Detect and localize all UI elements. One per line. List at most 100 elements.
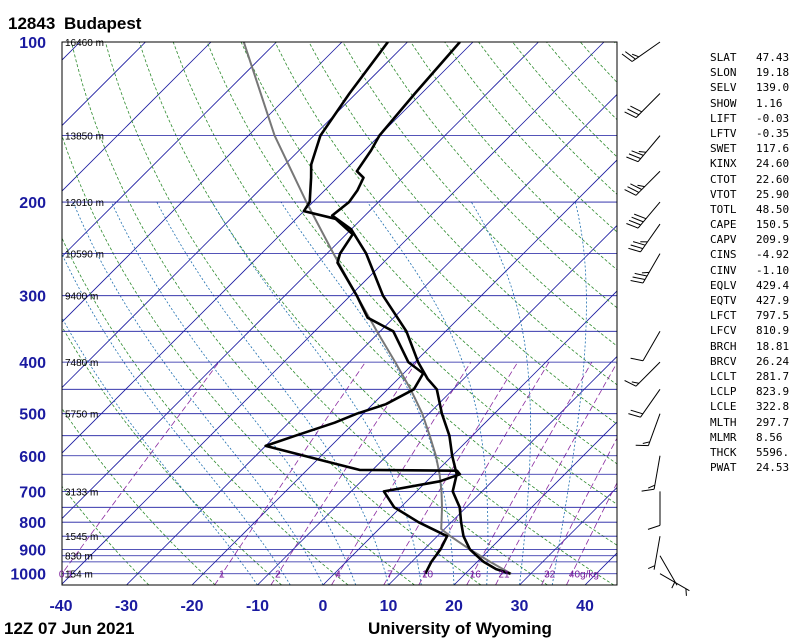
index-row: SELV 139.0 [710, 80, 789, 95]
isotherm-line [62, 42, 212, 192]
isotherm-line [322, 290, 617, 585]
index-key: BRCV [710, 354, 737, 368]
index-key: TOTL [710, 202, 737, 216]
index-value: 18.81 [756, 339, 790, 353]
height-label: 9400 m [65, 292, 98, 303]
index-row: VTOT 25.90 [710, 187, 789, 202]
index-key: THCK [710, 445, 737, 459]
wind-barb [647, 491, 661, 530]
mixing-ratio-label: 10 [422, 570, 434, 581]
wind-barb-staff [635, 170, 661, 196]
index-value: -0.35 [756, 126, 790, 140]
index-key: CTOT [710, 172, 737, 186]
wind-barb-feather [637, 184, 645, 188]
wind-barb-feather [630, 357, 644, 362]
mixing-ratio-label: 0.1 [59, 570, 73, 581]
index-key: MLMR [710, 430, 737, 444]
dry-adiabat-line [410, 42, 617, 271]
wind-barb-staff [637, 201, 661, 229]
temperature-tick-label: 10 [380, 598, 398, 615]
wind-barb-feather [626, 156, 639, 163]
mixing-ratio-label: 32 [544, 570, 556, 581]
index-key: CAPV [710, 233, 737, 247]
mixing-ratio-line [331, 361, 472, 585]
index-row: TOTL 48.50 [710, 202, 789, 217]
wind-barb-staff [635, 361, 661, 387]
dry-adiabat-line [62, 134, 415, 585]
stability-indices: SLAT 47.43 SLON 19.18 SELV 139.0 SHOW 1.16 LIFT -… [710, 50, 789, 475]
index-value: 209.9 [756, 233, 790, 247]
wind-barb [659, 573, 690, 596]
mixing-ratio-label: 2 [275, 570, 281, 581]
mixing-ratio-line [383, 361, 519, 585]
index-row: MLMR 8.56 [710, 430, 789, 445]
isotherm-line [62, 42, 343, 323]
wind-barb [647, 536, 661, 570]
temperature-tick-label: 40 [576, 598, 594, 615]
index-key: LFCV [710, 324, 737, 338]
index-key: SLAT [710, 51, 737, 64]
index-row: BRCV 26.24 [710, 354, 789, 369]
index-value: 797.5 [756, 309, 790, 323]
wind-barb-staff [653, 536, 661, 570]
mixing-ratio-label: 1 [219, 570, 225, 581]
index-value: -0.03 [756, 111, 790, 125]
mixing-ratio-line [541, 437, 617, 585]
plot-area [61, 41, 618, 586]
wind-barbs [621, 41, 690, 596]
wind-barb [628, 389, 661, 418]
index-row: LIFT -0.03 [710, 111, 789, 126]
isotherm-line [62, 42, 408, 389]
index-value: -4.92 [756, 248, 790, 262]
height-label: 830 m [65, 552, 93, 563]
index-value: -1.10 [756, 263, 790, 277]
index-row: PWAT 24.53 [710, 460, 789, 475]
index-key: SWET [710, 142, 737, 156]
pressure-tick-label: 400 [19, 355, 46, 372]
wind-barb-feather [685, 588, 687, 596]
index-value: 19.18 [756, 66, 790, 80]
index-row: EQTV 427.9 [710, 293, 789, 308]
moist-adiabat-line [72, 201, 324, 585]
index-row: MLTH 297.7 [710, 415, 789, 430]
index-row: SLON 19.18 [710, 65, 789, 80]
dry-adiabat-line [376, 42, 617, 309]
wind-barb-feather [630, 280, 644, 284]
pressure-tick-label: 200 [19, 195, 46, 212]
mixing-ratio-label: 7 [387, 570, 393, 581]
index-key: LCLP [710, 385, 737, 399]
wind-barb-feather [628, 219, 641, 226]
wind-barb-staff [642, 253, 661, 284]
index-key: EQLV [710, 278, 737, 292]
index-row: CAPE 150.5 [710, 217, 789, 232]
moist-adiabat-line [62, 253, 291, 585]
footer-source: University of Wyoming [368, 619, 552, 638]
wind-barb-feather [631, 216, 644, 223]
height-label: 3133 m [65, 487, 98, 498]
wind-barb [624, 361, 661, 387]
index-key: SLON [710, 66, 737, 80]
wind-barb-staff [653, 455, 661, 490]
wind-barb-feather [641, 488, 655, 492]
index-value: 24.53 [756, 461, 790, 475]
pressure-tick-label: 1000 [10, 567, 46, 584]
height-label: 10590 m [65, 250, 104, 261]
wind-barb-feather [630, 183, 642, 190]
index-value: 823.9 [756, 385, 790, 399]
wind-barb-staff [637, 135, 661, 163]
mixing-ratio-line [62, 361, 220, 575]
index-row: CAPV 209.9 [710, 232, 789, 247]
mixing-ratio-label: 4 [335, 570, 341, 581]
index-value: 150.5 [756, 218, 790, 232]
grid [62, 42, 617, 585]
index-row: BRCH 18.81 [710, 339, 789, 354]
pressure-tick-label: 600 [19, 449, 46, 466]
index-value: 429.4 [756, 278, 790, 292]
pressure-tick-label: 500 [19, 407, 46, 424]
height-label: 13850 m [65, 132, 104, 143]
index-key: CAPE [710, 218, 737, 232]
pressure-tick-label: 700 [19, 484, 46, 501]
wind-barb-feather [634, 213, 647, 220]
wind-barb-feather [624, 111, 637, 119]
